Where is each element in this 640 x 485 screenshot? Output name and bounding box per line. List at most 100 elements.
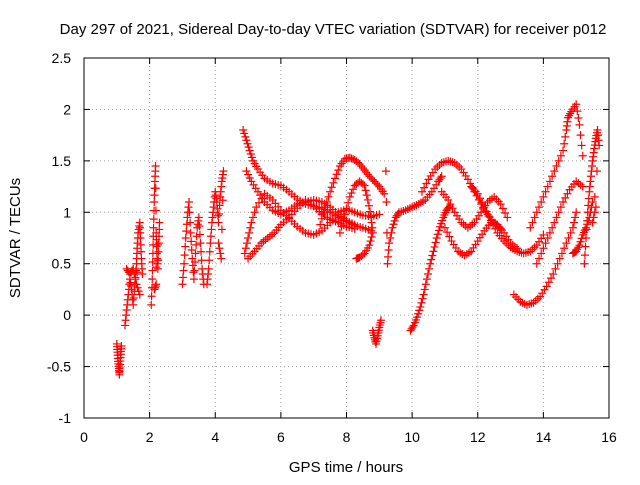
- series-arc-2: [335, 177, 377, 263]
- data-point: [539, 230, 548, 239]
- data-point: [322, 198, 331, 206]
- data-point: [153, 240, 162, 249]
- data-point: [449, 240, 458, 249]
- data-point: [572, 208, 581, 217]
- data-point: [554, 156, 563, 165]
- data-point: [138, 270, 147, 278]
- data-point: [459, 168, 468, 177]
- x-tick-label: 8: [343, 429, 351, 445]
- data-point: [430, 242, 439, 251]
- data-point: [457, 165, 466, 174]
- data-point: [247, 153, 256, 162]
- data-point: [384, 246, 393, 254]
- data-point: [540, 285, 549, 294]
- data-point: [525, 300, 534, 309]
- data-point: [265, 232, 274, 241]
- data-point: [535, 237, 543, 246]
- data-point: [436, 174, 445, 182]
- data-point: [352, 254, 361, 263]
- data-point: [215, 210, 224, 218]
- data-point: [530, 243, 539, 252]
- data-point: [575, 241, 584, 250]
- series-arc-3: [417, 156, 505, 233]
- data-point: [197, 256, 206, 265]
- data-point: [541, 187, 550, 196]
- data-point: [545, 228, 554, 237]
- data-point: [473, 189, 482, 198]
- data-point: [424, 175, 433, 184]
- data-point: [583, 220, 592, 229]
- grid: [84, 58, 609, 418]
- data-point: [552, 162, 561, 170]
- data-point: [151, 206, 160, 215]
- data-point: [502, 232, 511, 241]
- data-point: [452, 211, 461, 220]
- data-point: [484, 212, 493, 221]
- data-point: [213, 211, 222, 220]
- data-point: [129, 264, 138, 273]
- data-point: [250, 208, 259, 217]
- series-arc-1: [316, 153, 389, 229]
- data-point: [327, 183, 336, 192]
- data-point: [498, 204, 507, 213]
- data-point: [188, 261, 197, 270]
- data-point: [529, 298, 538, 307]
- data-point: [206, 232, 215, 241]
- data-point: [253, 187, 262, 196]
- data-point: [543, 182, 552, 191]
- data-point: [528, 218, 537, 227]
- data-point: [189, 275, 198, 284]
- series-early-1: [112, 339, 126, 379]
- data-point: [349, 155, 358, 164]
- data-point: [130, 270, 139, 278]
- data-point: [136, 240, 145, 249]
- data-point: [246, 223, 255, 232]
- data-point: [469, 243, 478, 252]
- data-point: [362, 168, 371, 177]
- data-point: [559, 198, 568, 206]
- data-point: [480, 203, 489, 212]
- data-point: [501, 208, 510, 217]
- data-point: [350, 220, 359, 229]
- y-tick-label: 0: [63, 307, 71, 323]
- data-point: [482, 207, 491, 216]
- data-point: [263, 234, 272, 242]
- data-point: [532, 259, 541, 268]
- data-point: [154, 239, 163, 248]
- data-point: [576, 237, 585, 246]
- series-rise-1: [526, 100, 587, 232]
- data-point: [446, 200, 455, 209]
- data-point: [427, 255, 436, 264]
- data-point: [466, 222, 475, 230]
- data-point: [592, 167, 601, 176]
- data-point: [429, 247, 438, 256]
- data-point: [548, 223, 557, 232]
- data-point: [574, 243, 583, 252]
- data-point: [195, 230, 204, 239]
- series-early-2: [121, 218, 147, 330]
- data-point: [515, 248, 524, 257]
- data-point: [432, 234, 441, 242]
- data-point: [155, 218, 164, 227]
- data-point: [535, 254, 543, 263]
- data-point: [422, 179, 431, 188]
- data-point: [533, 294, 542, 303]
- data-point: [240, 129, 249, 138]
- data-point: [419, 290, 428, 299]
- data-point: [181, 242, 190, 251]
- data-point: [185, 208, 194, 217]
- data-point: [503, 213, 512, 222]
- data-point: [339, 216, 348, 225]
- data-point: [544, 278, 553, 287]
- data-point: [381, 167, 390, 176]
- data-point: [180, 251, 189, 260]
- data-point: [485, 196, 494, 205]
- data-point: [360, 166, 369, 175]
- data-point: [561, 132, 570, 141]
- data-point: [206, 239, 215, 248]
- data-point: [563, 113, 572, 122]
- data-point: [486, 216, 495, 225]
- data-point: [240, 249, 249, 258]
- data-point: [187, 237, 196, 246]
- data-point: [440, 223, 449, 232]
